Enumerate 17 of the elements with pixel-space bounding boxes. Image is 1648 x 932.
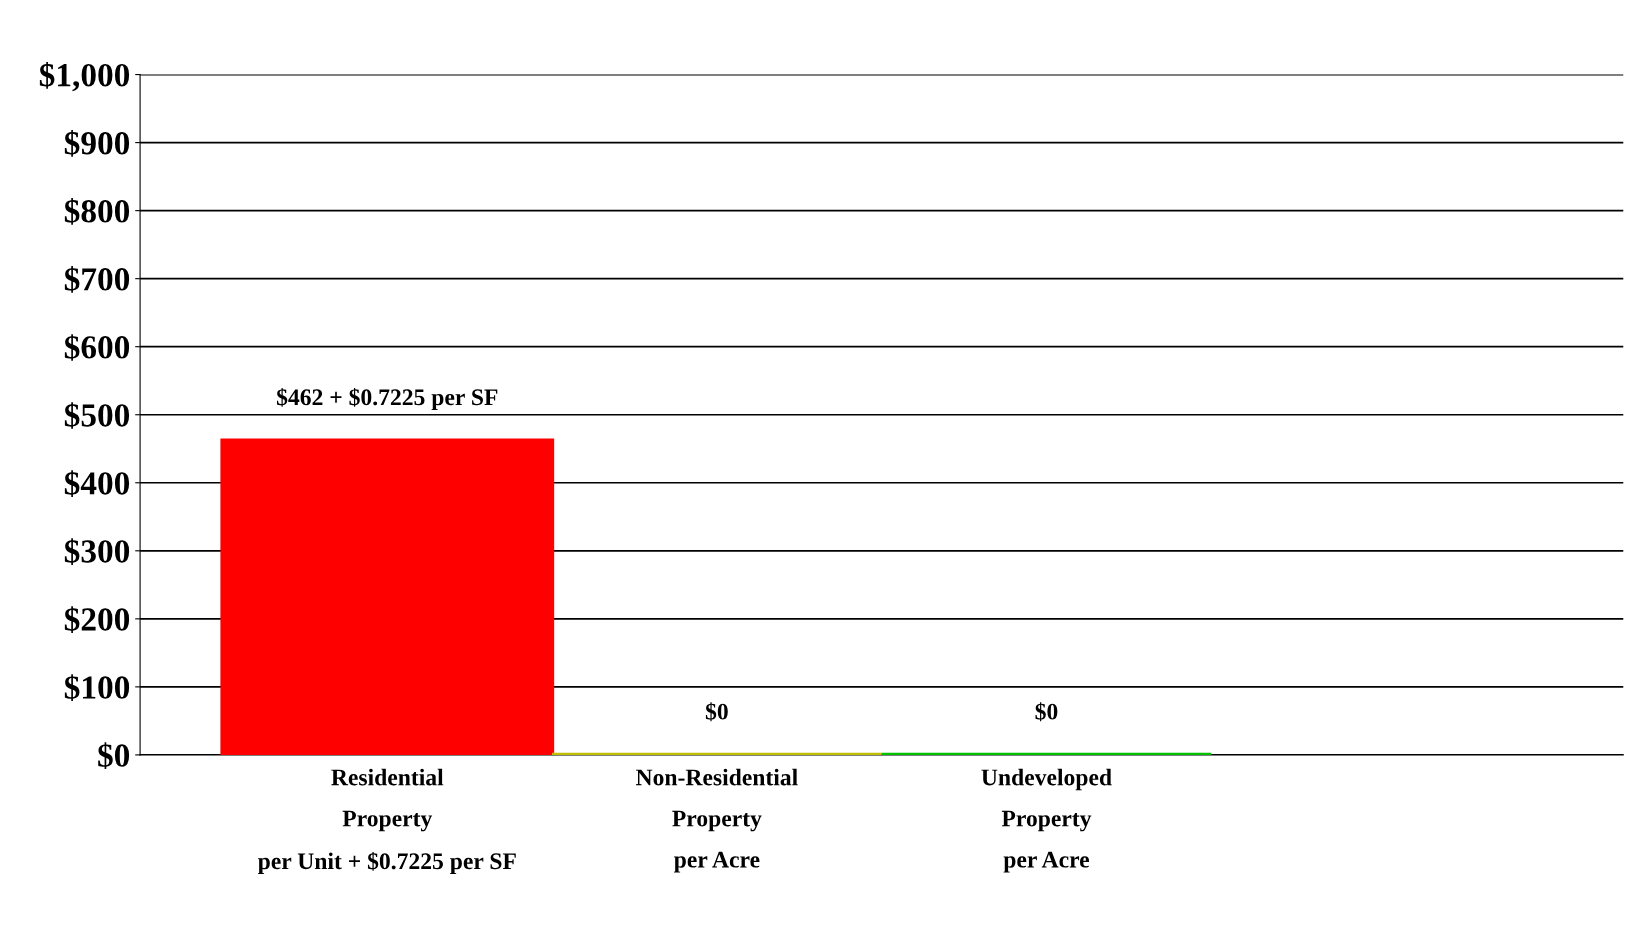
y-tick-label: $900: [64, 130, 130, 157]
y-tick-label: $200: [64, 606, 130, 633]
data-label: $462 + $0.7225 per SF: [276, 387, 498, 411]
data-label: $0: [1035, 702, 1058, 722]
y-tick-label: $1,000: [39, 61, 130, 92]
x-tick-label: Residential Property per Unit + $0.7225 per SF: [257, 768, 516, 874]
y-tick-label: $100: [64, 674, 130, 701]
y-tick-label: $400: [64, 470, 130, 497]
x-tick-label: Undeveloped Property per Acre: [981, 768, 1112, 873]
y-tick-label: $500: [64, 402, 130, 429]
y-tick-label: $0: [98, 742, 130, 770]
data-label: $0: [705, 702, 728, 722]
y-tick-label: $800: [64, 198, 130, 225]
y-tick-label: $300: [64, 538, 130, 565]
x-tick-label: Non-Residential Property per Acre: [636, 768, 798, 873]
y-tick-label: $700: [64, 266, 130, 293]
y-tick-label: $600: [64, 334, 130, 361]
